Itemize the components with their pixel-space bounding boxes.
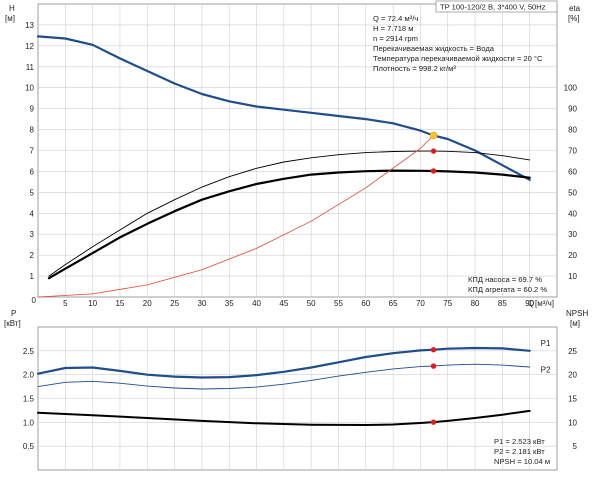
operating-point-marker bbox=[430, 419, 437, 425]
chart-title: TP 100-120/2 B, 3*400 V, 50Hz bbox=[440, 3, 546, 12]
x-tick-label: 55 bbox=[334, 299, 343, 308]
x-tick-label: 25 bbox=[170, 299, 179, 308]
x-tick-label: 20 bbox=[143, 299, 152, 308]
p-axis-unit: [кВт] bbox=[4, 319, 21, 328]
x-tick-label: 0 bbox=[32, 296, 37, 305]
eta-tick-label: 90 bbox=[568, 105, 577, 114]
info-speed: n = 2914 rpm bbox=[373, 34, 418, 43]
eta-tick-label: 80 bbox=[568, 126, 577, 135]
x-tick-label: 85 bbox=[498, 299, 507, 308]
operating-point-marker bbox=[430, 347, 437, 353]
info-p2: P2 = 2.181 кВт bbox=[494, 447, 545, 456]
info-density: Плотность = 998.2 кг/м³ bbox=[373, 64, 456, 73]
x-tick-label: 40 bbox=[252, 299, 261, 308]
info-liquid: Перекачиваемая жидкость = Вода bbox=[373, 44, 495, 53]
info-head: H = 7.718 м bbox=[373, 24, 413, 33]
h-tick-label: 10 bbox=[25, 84, 34, 93]
p-axis-title: P bbox=[11, 309, 16, 318]
h-tick-label: 5 bbox=[30, 188, 35, 197]
eta-axis-unit: [%] bbox=[568, 14, 580, 23]
efficiency-info: КПД насоса = 69.7 % КПД агрегата = 60.2 … bbox=[468, 275, 547, 294]
x-tick-label: 45 bbox=[279, 299, 288, 308]
h-tick-label: 1 bbox=[30, 272, 35, 281]
x-tick-label: 5 bbox=[63, 299, 68, 308]
series-line-p1 bbox=[36, 346, 531, 379]
info-flow: Q = 72.4 м³/ч bbox=[373, 14, 418, 23]
series-label: P2 bbox=[541, 365, 551, 374]
series-line-кпд-агрегата bbox=[47, 169, 531, 280]
operating-point-marker bbox=[430, 148, 437, 154]
h-tick-label: 12 bbox=[25, 42, 34, 51]
title-box bbox=[435, 0, 558, 13]
x-tick-label: 60 bbox=[361, 299, 370, 308]
series-line-p2 bbox=[37, 363, 531, 390]
power-info: P1 = 2.523 кВт P2 = 2.181 кВт NPSH = 10.… bbox=[494, 437, 550, 466]
p-tick-label: 2.0 bbox=[23, 371, 35, 380]
p-tick-label: 1.5 bbox=[23, 395, 35, 404]
h-tick-label: 7 bbox=[30, 147, 35, 156]
series-label: P1 bbox=[541, 339, 551, 348]
h-tick-label: 13 bbox=[25, 21, 34, 30]
series-line-h bbox=[36, 35, 531, 181]
npsh-axis-unit: [м] bbox=[570, 319, 580, 328]
x-tick-label: 65 bbox=[389, 299, 398, 308]
h-axis-title: H bbox=[9, 4, 15, 13]
operating-point-marker bbox=[430, 168, 437, 174]
x-tick-label: 75 bbox=[443, 299, 452, 308]
info-temperature: Температура перекачиваемой жидкости = 20… bbox=[373, 54, 543, 63]
x-tick-label: 10 bbox=[88, 299, 97, 308]
h-axis-unit: [м] bbox=[5, 14, 15, 23]
eta-axis-title: eta bbox=[569, 4, 581, 13]
info-unit-efficiency: КПД агрегата = 60.2 % bbox=[468, 285, 547, 294]
h-tick-label: 4 bbox=[30, 209, 35, 218]
eta-tick-label: 20 bbox=[568, 251, 577, 260]
npsh-tick-label: 15 bbox=[568, 395, 577, 404]
info-p1: P1 = 2.523 кВт bbox=[494, 437, 545, 446]
axis-ticks: 5 10 15 20 25 30 35 40 45 50 55 60 65 70 75 80 85 9001234… bbox=[23, 21, 578, 451]
q-axis-title: Q bbox=[528, 299, 534, 308]
series-line-system bbox=[37, 135, 434, 298]
h-tick-label: 3 bbox=[30, 230, 35, 239]
p-tick-label: 1.0 bbox=[23, 418, 35, 427]
eta-tick-label: 30 bbox=[568, 230, 577, 239]
x-tick-label: 80 bbox=[471, 299, 480, 308]
h-tick-label: 11 bbox=[26, 63, 35, 72]
h-tick-label: 6 bbox=[30, 167, 35, 176]
npsh-tick-label: 5 bbox=[573, 442, 578, 451]
eta-tick-label: 50 bbox=[568, 188, 577, 197]
series-line-кпд-насоса bbox=[48, 150, 531, 277]
operating-info: Q = 72.4 м³/ч H = 7.718 м n = 2914 rpm П… bbox=[373, 14, 543, 73]
info-pump-efficiency: КПД насоса = 69.7 % bbox=[468, 275, 542, 284]
bottom-series: P1 P2 bbox=[36, 339, 551, 426]
x-tick-label: 15 bbox=[115, 299, 124, 308]
q-axis-unit: [м³/ч] bbox=[535, 299, 554, 308]
p-tick-label: 2.5 bbox=[23, 347, 35, 356]
info-npsh: NPSH = 10.04 м bbox=[494, 457, 550, 466]
npsh-tick-label: 20 bbox=[568, 371, 577, 380]
h-tick-label: 8 bbox=[30, 126, 35, 135]
eta-tick-label: 60 bbox=[568, 167, 577, 176]
p-tick-label: 0.5 bbox=[23, 442, 35, 451]
h-tick-label: 9 bbox=[30, 105, 35, 114]
operating-point-marker bbox=[429, 131, 438, 140]
eta-tick-label: 100 bbox=[564, 84, 578, 93]
eta-tick-label: 40 bbox=[568, 209, 577, 218]
operating-point-marker bbox=[430, 363, 437, 369]
top-series bbox=[36, 35, 531, 298]
x-tick-label: 50 bbox=[307, 299, 316, 308]
eta-tick-label: 10 bbox=[568, 272, 577, 281]
npsh-tick-label: 10 bbox=[568, 418, 577, 427]
eta-tick-label: 70 bbox=[568, 147, 577, 156]
operating-points bbox=[429, 131, 438, 425]
x-tick-label: 70 bbox=[416, 299, 425, 308]
h-tick-label: 2 bbox=[30, 251, 35, 260]
series-line-npsh bbox=[37, 409, 531, 426]
npsh-axis-title: NPSH bbox=[566, 309, 588, 318]
x-tick-label: 90 bbox=[525, 299, 534, 308]
x-tick-label: 35 bbox=[225, 299, 234, 308]
x-tick-label: 30 bbox=[197, 299, 206, 308]
npsh-tick-label: 25 bbox=[568, 347, 577, 356]
